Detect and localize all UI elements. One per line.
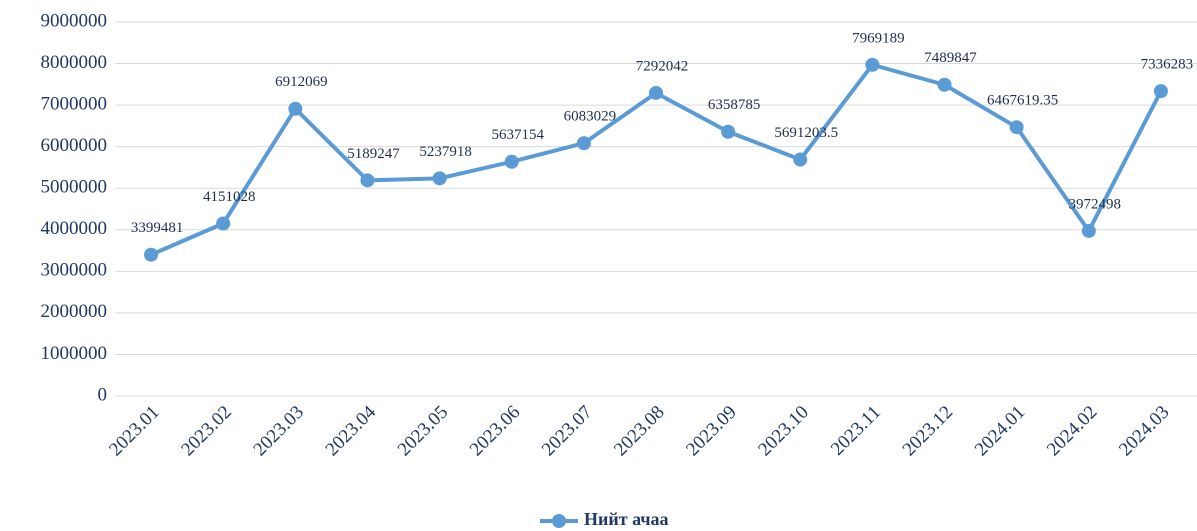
- data-label: 7489847: [924, 50, 977, 66]
- x-tick-label: 2024.01: [971, 402, 1030, 461]
- data-point: [432, 171, 447, 186]
- data-label: 3399481: [131, 220, 184, 236]
- data-point: [649, 85, 663, 100]
- data-point: [288, 101, 303, 116]
- data-point: [793, 152, 808, 167]
- x-tick-label: 2023.02: [177, 402, 236, 461]
- data-point: [576, 136, 591, 151]
- data-label: 6912069: [275, 74, 328, 90]
- y-tick-label: 9000000: [41, 10, 108, 31]
- data-label: 7969189: [852, 30, 905, 46]
- x-tick-label: 2023.06: [466, 402, 525, 461]
- x-tick-label: 2023.04: [322, 401, 381, 460]
- data-point: [360, 173, 375, 188]
- data-point: [144, 247, 159, 262]
- data-label: 5691203.5: [774, 125, 838, 141]
- y-tick-label: 8000000: [41, 52, 108, 73]
- y-tick-label: 5000000: [41, 177, 108, 198]
- data-point: [721, 124, 736, 139]
- data-point: [504, 154, 519, 169]
- data-point: [937, 77, 952, 92]
- y-tick-label: 4000000: [41, 218, 108, 239]
- data-point: [1081, 223, 1096, 238]
- data-point: [216, 216, 231, 231]
- y-tick-label: 0: [98, 384, 108, 405]
- data-label: 6083029: [564, 109, 617, 125]
- y-tick-label: 1000000: [41, 343, 108, 364]
- data-label: 6467619.35: [987, 93, 1058, 109]
- y-tick-label: 6000000: [41, 135, 108, 156]
- legend-label: Нийт ачаа: [584, 509, 669, 529]
- y-tick-label: 3000000: [41, 260, 108, 281]
- x-tick-label: 2023.09: [682, 402, 741, 461]
- x-tick-label: 2023.11: [827, 402, 885, 460]
- data-label: 6358785: [708, 97, 761, 113]
- x-tick-label: 2023.10: [754, 402, 813, 461]
- data-point: [1153, 84, 1168, 99]
- data-label: 4151028: [203, 189, 256, 205]
- x-tick-label: 2024.02: [1043, 402, 1102, 461]
- legend-marker: [552, 514, 566, 528]
- x-tick-label: 2024.03: [1115, 402, 1174, 461]
- y-tick-label: 2000000: [41, 301, 108, 322]
- data-label: 7336283: [1141, 57, 1194, 73]
- data-label: 7292042: [636, 58, 689, 74]
- data-label: 5637154: [491, 127, 544, 143]
- data-point: [865, 57, 880, 72]
- data-point: [1009, 120, 1024, 135]
- x-tick-label: 2023.01: [105, 402, 164, 461]
- data-label: 5189247: [347, 146, 400, 162]
- x-tick-label: 2023.07: [538, 402, 597, 461]
- x-tick-label: 2023.08: [610, 402, 669, 461]
- data-label: 5237918: [419, 144, 472, 160]
- y-tick-label: 7000000: [41, 93, 108, 114]
- data-label: 3972498: [1069, 196, 1122, 212]
- x-tick-label: 2023.03: [249, 402, 308, 461]
- x-tick-label: 2023.12: [899, 402, 958, 461]
- x-tick-label: 2023.05: [394, 402, 453, 461]
